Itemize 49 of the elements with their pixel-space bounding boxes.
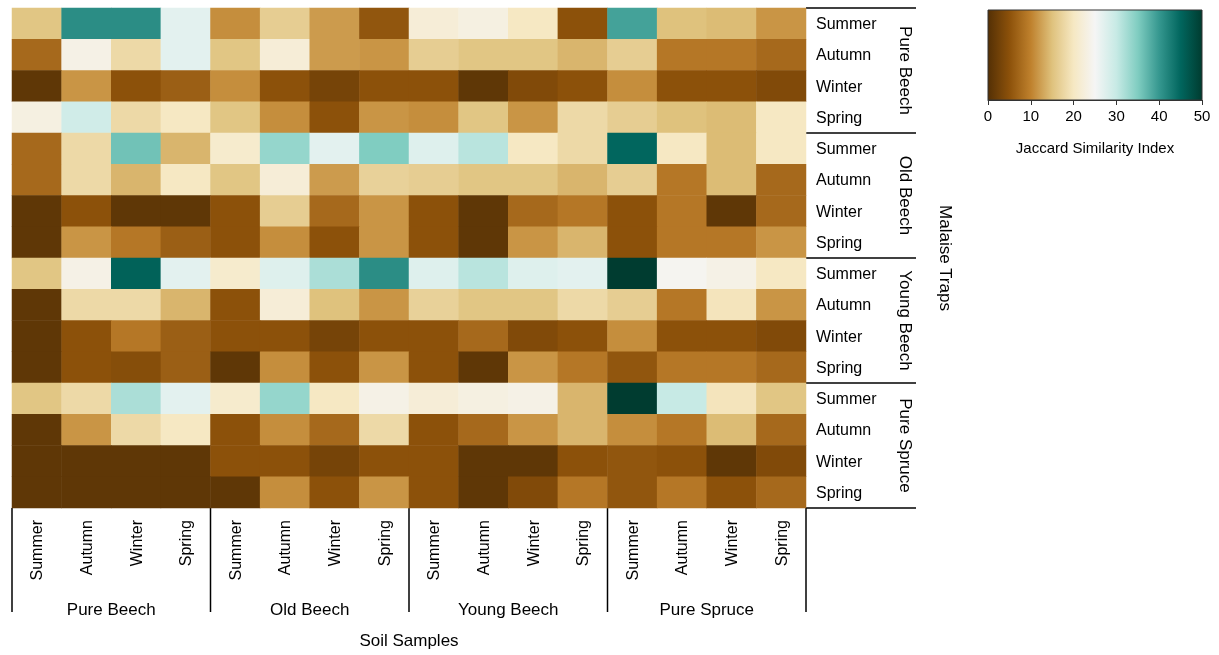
y-axis-title: Malaise Traps bbox=[935, 205, 955, 311]
color-bar-title: Jaccard Similarity Index bbox=[1015, 139, 1175, 156]
y-tick-label: Winter bbox=[816, 452, 863, 470]
x-tick-label: Spring bbox=[574, 520, 592, 567]
y-tick-label: Spring bbox=[816, 233, 863, 251]
y-tick-label: Spring bbox=[816, 358, 863, 376]
x-tick-label: Winter bbox=[326, 519, 344, 567]
color-bar-label: 10 bbox=[1022, 107, 1040, 124]
color-bar-label: 20 bbox=[1065, 107, 1082, 124]
x-tick-label: Spring bbox=[177, 520, 195, 567]
color-bar-label: 30 bbox=[1108, 107, 1125, 124]
x-tick-label: Autumn bbox=[474, 520, 492, 576]
color-bar-label: 50 bbox=[1193, 107, 1211, 124]
text: Pure Beech bbox=[895, 26, 915, 115]
y-tick-label: Autumn bbox=[816, 421, 872, 439]
y-tick-label: Summer bbox=[816, 15, 878, 33]
x-tick-label: Summer bbox=[28, 519, 46, 581]
x-tick-label: Autumn bbox=[77, 520, 95, 576]
x-tick-label: Autumn bbox=[276, 520, 294, 576]
y-tick-label: Winter bbox=[816, 327, 863, 345]
color-bar-label: 0 bbox=[983, 107, 993, 124]
text: Pure Beech bbox=[66, 599, 156, 619]
color-bar-label: 40 bbox=[1150, 107, 1168, 124]
text: Pure Spruce bbox=[895, 398, 915, 493]
y-tick-label: Summer bbox=[816, 140, 878, 158]
y-tick-label: Winter bbox=[816, 77, 863, 95]
x-tick-label: Summer bbox=[623, 519, 641, 581]
x-tick-label: Winter bbox=[723, 519, 741, 567]
x-tick-label: Spring bbox=[375, 520, 393, 567]
y-tick-label: Spring bbox=[816, 108, 863, 126]
text: Old Beech bbox=[895, 155, 915, 236]
y-tick-label: Spring bbox=[816, 483, 863, 501]
text: Pure Spruce bbox=[659, 599, 754, 619]
x-tick-label: Summer bbox=[425, 519, 443, 581]
text: Old Beech bbox=[270, 599, 350, 619]
x-tick-label: Autumn bbox=[673, 520, 691, 576]
y-tick-label: Autumn bbox=[816, 296, 872, 314]
x-axis-title: Soil Samples bbox=[359, 630, 459, 650]
y-tick-label: Autumn bbox=[816, 171, 872, 189]
x-tick-label: Summer bbox=[226, 519, 244, 581]
y-tick-label: Autumn bbox=[816, 46, 872, 64]
y-tick-label: Summer bbox=[816, 265, 878, 283]
x-tick-label: Spring bbox=[772, 520, 790, 567]
text: Young Beech bbox=[457, 599, 559, 619]
y-tick-label: Winter bbox=[816, 202, 863, 220]
x-tick-label: Winter bbox=[524, 519, 542, 567]
text: Young Beech bbox=[895, 270, 915, 371]
x-tick-label: Winter bbox=[127, 519, 145, 567]
y-tick-label: Summer bbox=[816, 390, 878, 408]
